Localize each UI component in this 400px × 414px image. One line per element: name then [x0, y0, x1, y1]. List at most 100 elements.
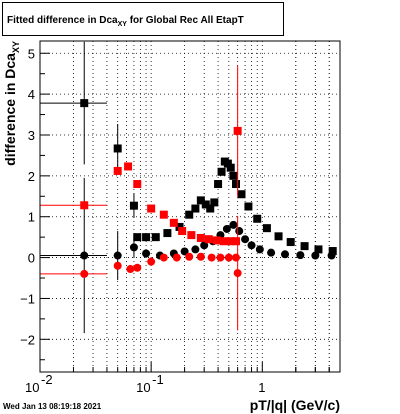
data-point: [232, 180, 241, 189]
data-point: [226, 163, 235, 172]
data-point: [129, 243, 138, 252]
y-tick-label: 3: [28, 128, 35, 143]
data-point: [253, 214, 262, 223]
plot-frame: [39, 40, 341, 373]
data-point: [207, 253, 216, 262]
y-tick-label: 1: [28, 210, 35, 225]
x-tick-label-exponent: -1: [152, 372, 164, 387]
x-axis-label: pT/|q| (GeV/c): [250, 397, 340, 413]
data-point: [201, 200, 210, 209]
data-point: [80, 201, 89, 210]
data-point: [244, 202, 253, 211]
y-tick-label: −2: [20, 332, 35, 347]
data-point: [175, 222, 184, 231]
data-point: [191, 245, 200, 254]
data-point: [223, 159, 232, 168]
data-point: [311, 251, 320, 260]
data-point: [204, 235, 213, 244]
data-point: [126, 265, 135, 274]
data-point: [124, 162, 133, 171]
x-tick-label: 10: [136, 380, 150, 395]
data-point: [210, 198, 219, 207]
data-point: [113, 251, 122, 260]
timestamp: Wed Jan 13 08:19:18 2021: [3, 402, 102, 411]
x-tick-label-exponent: -2: [41, 372, 53, 387]
data-point: [217, 167, 226, 176]
data-point: [147, 204, 156, 213]
data-point: [191, 204, 200, 213]
y-tick-label: 4: [28, 87, 35, 102]
data-point: [196, 196, 205, 205]
data-point: [113, 144, 122, 153]
data-point: [142, 249, 151, 258]
data-point: [224, 253, 233, 262]
data-point: [300, 242, 309, 251]
data-point: [159, 253, 168, 262]
data-point: [172, 253, 181, 262]
data-point: [133, 263, 142, 272]
data-point: [180, 247, 189, 256]
x-tick-label: 1: [258, 380, 265, 395]
data-point: [327, 251, 336, 260]
data-point: [142, 233, 151, 242]
data-point: [314, 245, 323, 254]
data-point: [212, 236, 221, 245]
data-markers: [40, 41, 337, 334]
data-point: [163, 229, 172, 238]
data-point: [280, 250, 289, 259]
axis-ticks: [39, 52, 341, 372]
data-point: [178, 227, 187, 236]
data-point: [296, 251, 305, 260]
data-point: [214, 180, 223, 189]
y-tick-label: −1: [20, 291, 35, 306]
data-point: [80, 269, 89, 278]
data-point: [232, 237, 241, 246]
data-point: [286, 238, 295, 247]
data-point: [80, 251, 89, 260]
data-point: [255, 245, 264, 254]
data-point: [219, 237, 228, 246]
data-point: [235, 227, 244, 236]
data-point: [113, 261, 122, 270]
data-point: [262, 224, 271, 233]
data-point: [185, 210, 194, 219]
data-point: [237, 190, 246, 199]
y-tick-label: 2: [28, 169, 35, 184]
data-point: [80, 99, 89, 108]
chart-title-box: Fitted difference in DcaXY for Global Re…: [2, 2, 284, 36]
data-point: [229, 220, 238, 229]
data-point: [229, 171, 238, 180]
data-point: [185, 252, 194, 261]
data-point: [222, 224, 231, 233]
x-tick-label: 10: [25, 380, 39, 395]
data-point: [247, 241, 256, 250]
data-point: [159, 210, 168, 219]
data-point: [241, 235, 250, 244]
data-point: [133, 233, 142, 242]
data-point: [113, 166, 122, 175]
y-tick-label: 5: [28, 46, 35, 61]
data-point: [129, 201, 138, 210]
data-point: [196, 252, 205, 261]
data-point: [328, 247, 337, 256]
data-point: [206, 204, 215, 213]
data-point: [133, 180, 142, 189]
data-point: [233, 269, 242, 278]
data-point: [196, 233, 205, 242]
data-point: [187, 231, 196, 240]
data-point: [274, 232, 283, 241]
data-point: [232, 253, 241, 262]
data-point: [200, 241, 209, 250]
y-tick-label: 0: [28, 251, 35, 266]
data-point: [226, 237, 235, 246]
data-point: [233, 126, 242, 135]
y-axis-label: difference in DcaXY: [2, 41, 21, 166]
data-point: [216, 253, 225, 262]
chart-title: Fitted difference in DcaXY for Global Re…: [7, 15, 244, 28]
data-point: [151, 233, 160, 242]
data-point: [267, 248, 276, 257]
data-point: [169, 218, 178, 227]
data-point: [147, 257, 156, 266]
